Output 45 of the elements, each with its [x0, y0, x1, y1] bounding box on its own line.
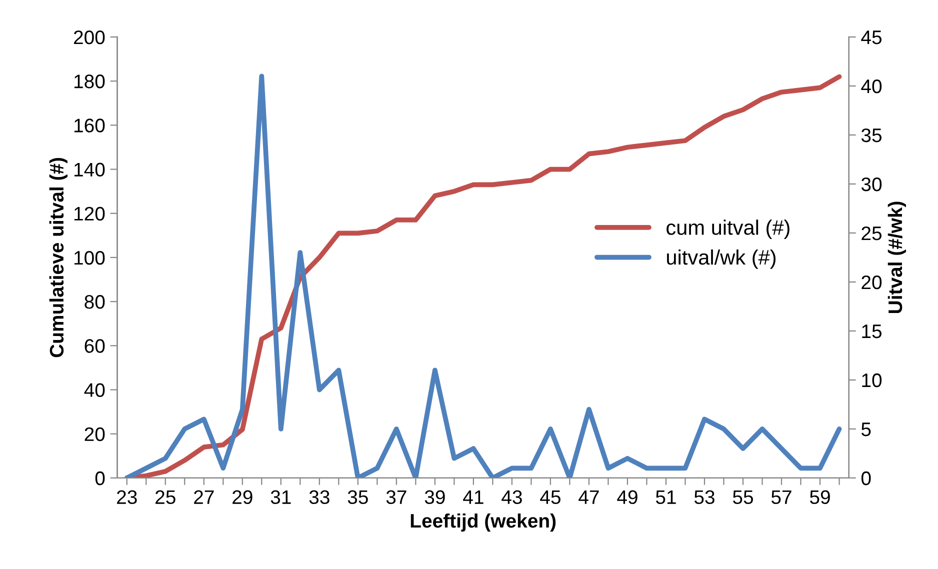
x-axis-title: Leeftijd (weken) [410, 513, 556, 532]
x-tick-label: 29 [232, 490, 252, 504]
y2-tick-label: 35 [861, 128, 882, 142]
y2-tick-label: 0 [861, 471, 871, 486]
x-tick-label: 23 [117, 490, 137, 504]
y-tick-label: 20 [84, 427, 105, 442]
y2-axis-title: Uitval (#/wk) [888, 202, 906, 314]
legend-label: cum uitval (#) [666, 220, 790, 240]
y2-tick-label: 40 [861, 79, 882, 94]
y-tick-label: 40 [84, 383, 105, 397]
x-tick-label: 25 [156, 490, 176, 504]
y-tick-label: 160 [74, 118, 105, 132]
x-tick-label: 53 [694, 490, 714, 504]
y2-tick-label: 5 [861, 422, 871, 436]
y2-tick-label: 20 [862, 275, 882, 290]
y2-tick-label: 30 [861, 177, 882, 192]
y-tick-label: 120 [74, 206, 105, 221]
y2-tick-label: 25 [862, 226, 882, 240]
x-tick-label: 49 [617, 490, 638, 504]
x-tick-label: 57 [771, 490, 792, 504]
y-tick-label: 60 [84, 339, 105, 353]
y-tick-label: 140 [74, 162, 105, 177]
x-tick-label: 51 [656, 490, 676, 504]
x-tick-label: 45 [540, 490, 560, 504]
x-tick-label: 37 [386, 490, 406, 504]
y-tick-label: 0 [95, 471, 105, 486]
y-axis-title: Cumulatieve uitval (#) [49, 158, 68, 358]
x-tick-label: 35 [348, 490, 368, 504]
y-tick-label: 80 [84, 295, 105, 309]
x-tick-label: 43 [502, 490, 522, 504]
y-tick-label: 100 [74, 250, 105, 265]
y2-tick-label: 15 [862, 324, 882, 338]
x-tick-label: 33 [309, 490, 330, 504]
y-tick-label: 180 [74, 74, 105, 88]
legend-label: uitval/wk (#) [667, 249, 776, 269]
y-tick-label: 200 [74, 30, 105, 44]
x-tick-label: 27 [194, 490, 214, 504]
y2-tick-label: 45 [861, 30, 882, 44]
y2-tick-label: 10 [862, 373, 882, 388]
x-tick-label: 59 [810, 490, 830, 504]
x-tick-label: 31 [270, 490, 291, 504]
x-tick-label: 55 [732, 490, 753, 504]
x-tick-label: 41 [463, 490, 484, 504]
x-tick-label: 47 [578, 490, 599, 504]
x-tick-label: 39 [424, 490, 445, 504]
